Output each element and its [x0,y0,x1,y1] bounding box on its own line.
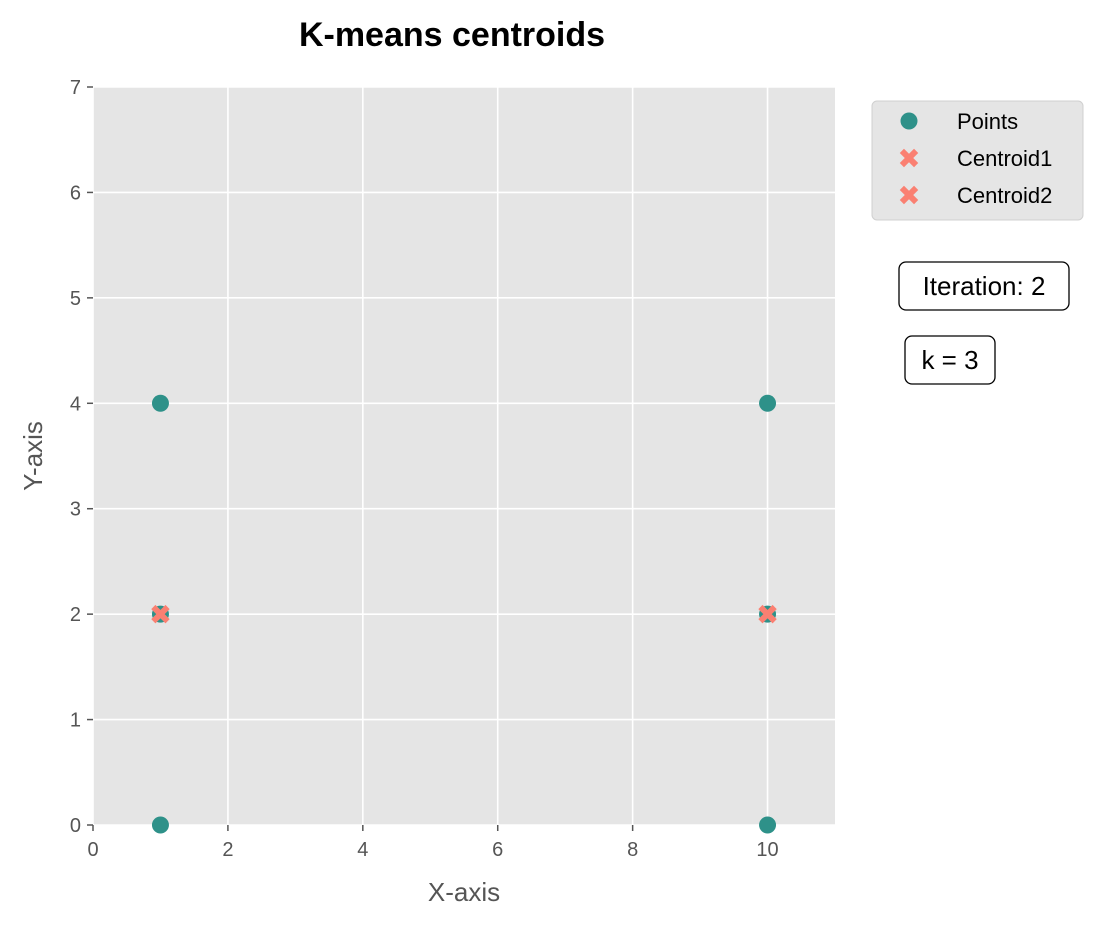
point-centroid2-0-stroke-b [758,604,777,624]
chart-title: K-means centroids [299,16,605,54]
y-tick-label-1: 1 [70,710,81,732]
legend-marker-centroid1 [899,148,919,168]
legend-label-points: Points [957,109,1018,134]
point-centroid1-0-stroke-b [151,604,170,624]
legend-box [871,100,1084,221]
legend-label-centroid2: Centroid2 [957,183,1052,208]
y-tick-label-2: 2 [70,604,81,626]
axes: 0 2 4 6 8 10 0 1 2 3 4 5 6 7 [70,77,779,861]
legend-label-centroid1: Centroid1 [957,146,1052,171]
annotation-text-1: k = 3 [921,345,978,375]
annotation-text-0: Iteration: 2 [923,271,1046,301]
plot-area [93,87,835,825]
point-points-0 [151,816,169,834]
y-tick-label-3: 3 [70,499,81,521]
x-axis-label: X-axis [428,877,500,907]
annotations: Iteration: 2 k = 3 [898,261,1070,385]
x-tick-label-8: 8 [627,839,638,861]
legend-marker-centroid2 [899,185,919,205]
point-points-3 [759,816,777,834]
point-points-2 [151,394,169,412]
x-tick-label-2: 2 [222,839,233,861]
x-tick-label-0: 0 [87,839,98,861]
grid-lines [92,86,835,826]
y-tick-label-7: 7 [70,77,81,99]
x-tick-label-4: 4 [357,839,368,861]
annotation-box-1 [904,335,996,385]
y-tick-label-5: 5 [70,288,81,310]
x-tick-label-10: 10 [756,839,778,861]
legend-marker-centroid2-stroke-b [899,185,919,205]
y-axis-label: Y-axis [18,421,48,491]
annotation-box-0 [898,261,1070,311]
legend-marker-points [900,112,918,130]
point-centroid1-0 [151,604,170,624]
x-tick-label-6: 6 [492,839,503,861]
legend-marker-centroid1-stroke-b [899,148,919,168]
y-tick-label-6: 6 [70,182,81,204]
y-tick-label-0: 0 [70,815,81,837]
point-points-5 [759,394,777,412]
y-tick-label-4: 4 [70,393,81,415]
data-marks [151,394,777,834]
legend: Points Centroid1 Centroid2 [871,100,1084,221]
point-centroid2-0 [758,604,777,624]
